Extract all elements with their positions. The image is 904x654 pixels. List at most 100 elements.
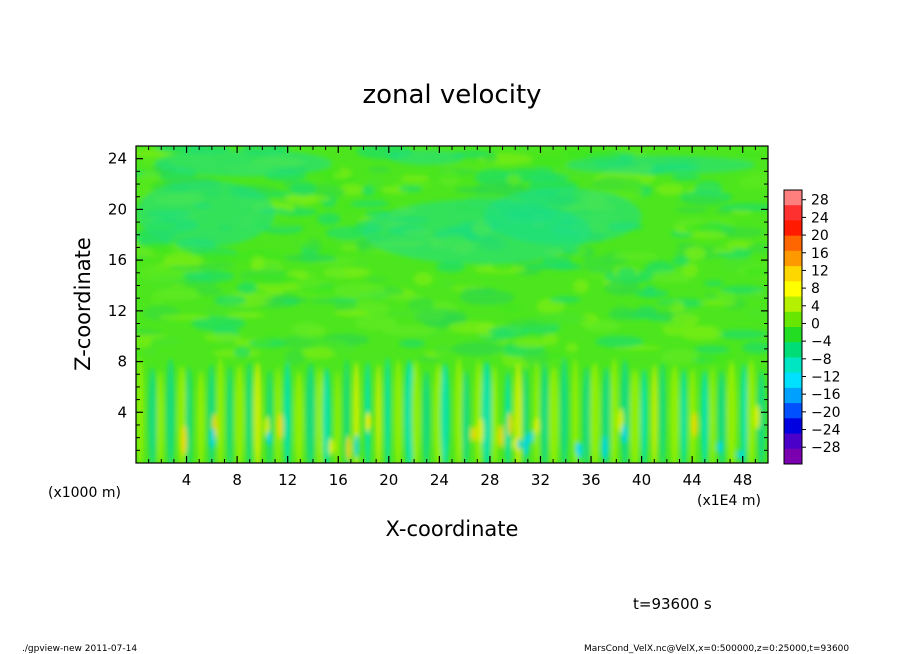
x-unit-label: (x1E4 m) — [697, 493, 761, 509]
field-patch — [139, 267, 185, 283]
field-hotspot — [691, 411, 698, 438]
field-patch — [150, 292, 166, 306]
field-column — [216, 357, 225, 463]
colorbar-label: −28 — [811, 440, 841, 456]
field-patch — [742, 341, 768, 354]
field-column — [670, 364, 680, 463]
colorbar-label: 4 — [811, 299, 820, 315]
field-patch — [150, 336, 183, 347]
colorbar-label: 28 — [811, 193, 829, 209]
colorbar-swatch — [784, 387, 802, 404]
field-patch — [715, 226, 766, 238]
field-patch — [284, 349, 306, 366]
field-column — [253, 361, 262, 463]
colorbar-label: −20 — [811, 405, 841, 421]
x-tick-label: 40 — [632, 471, 651, 489]
field-patch — [191, 315, 246, 332]
field-patch — [604, 280, 641, 296]
field-patch — [282, 299, 299, 305]
field-hotspot — [277, 412, 284, 440]
x-tick-label: 48 — [733, 471, 752, 489]
field-patch — [233, 347, 251, 358]
field-column — [454, 357, 464, 463]
x-tick-label: 12 — [278, 471, 297, 489]
colorbar-label: −8 — [811, 352, 832, 368]
field-patch — [434, 343, 453, 358]
colorbar-swatch — [784, 418, 802, 435]
colorbar-swatch — [784, 190, 802, 206]
field-patch — [609, 305, 634, 321]
field-column — [166, 358, 175, 463]
field-column — [740, 363, 748, 463]
field-column — [491, 365, 499, 463]
field-patch — [333, 301, 357, 311]
field-column — [610, 357, 619, 463]
colorbar-swatch — [784, 250, 802, 267]
field-column — [315, 367, 324, 463]
field-patch — [136, 179, 153, 193]
field-patch — [354, 260, 368, 266]
field-patch — [327, 266, 346, 279]
field-patch — [440, 164, 492, 170]
field-column — [156, 370, 164, 463]
field-patch — [304, 238, 323, 253]
field-patch — [448, 321, 495, 334]
field-coldspot — [716, 440, 723, 454]
field-column — [394, 359, 403, 463]
field-patch — [674, 207, 708, 213]
colorbar-frame — [783, 189, 803, 465]
field-patch — [657, 301, 677, 309]
field-patch — [408, 297, 435, 313]
chart-title: zonal velocity — [362, 80, 541, 110]
field-patch — [188, 270, 235, 283]
x-tick-label: 16 — [329, 471, 348, 489]
field-column — [700, 370, 709, 463]
field-column — [481, 360, 492, 463]
field-column — [559, 357, 569, 463]
field-column — [540, 363, 549, 463]
field-column — [384, 357, 391, 463]
field-patch — [549, 296, 581, 304]
field-patch — [284, 253, 336, 262]
field-patch — [399, 339, 425, 348]
field-patch — [741, 267, 768, 278]
field-column — [461, 370, 470, 463]
field-patch — [139, 170, 161, 182]
field-patch — [381, 325, 437, 336]
field-patch — [623, 309, 666, 316]
field-patch — [288, 241, 314, 247]
field-patch — [362, 185, 375, 196]
y-tick-label: 12 — [108, 302, 127, 320]
footer-left: ./gpview-new 2011-07-14 — [22, 644, 137, 654]
field-column — [709, 365, 716, 463]
field-patch — [681, 262, 699, 277]
field-coldspot — [353, 434, 360, 459]
y-tick-label: 16 — [108, 251, 127, 269]
field-column — [571, 358, 579, 463]
y-unit-label: (x1000 m) — [48, 485, 121, 501]
field-patch — [154, 149, 332, 177]
field-coldspot — [209, 427, 216, 449]
time-label: t=93600 s — [633, 595, 712, 613]
field-patch — [648, 316, 668, 322]
field-patch — [495, 181, 511, 189]
field-patch — [573, 278, 589, 294]
field-patch — [682, 195, 726, 207]
x-tick-label: 28 — [480, 471, 499, 489]
field-column — [404, 359, 415, 463]
field-column — [640, 368, 648, 463]
field-patch — [617, 266, 637, 280]
field-column — [440, 362, 450, 463]
field-patch — [398, 185, 423, 193]
colorbar-swatch — [784, 327, 802, 343]
colorbar-swatch — [784, 311, 802, 328]
field-column — [375, 364, 382, 463]
x-tick-label: 24 — [430, 471, 449, 489]
colorbar-label: −16 — [811, 387, 841, 403]
x-axis-label: X-coordinate — [386, 517, 519, 541]
field-patch — [488, 325, 532, 338]
x-tick-label: 32 — [531, 471, 550, 489]
field-patch — [388, 149, 465, 166]
field-patch — [355, 316, 398, 331]
field-patch — [325, 226, 369, 240]
